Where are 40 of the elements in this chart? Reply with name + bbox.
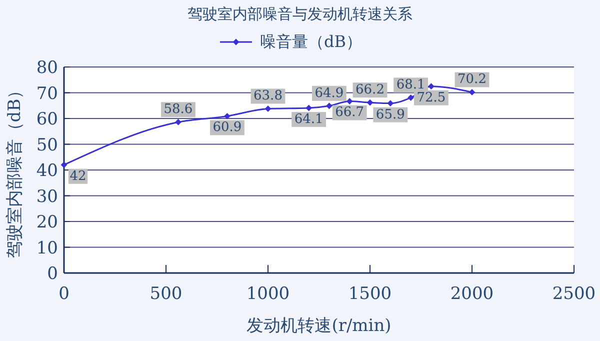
point: [306, 104, 312, 112]
data-label: 64.1: [294, 112, 324, 127]
data-label: 72.5: [416, 90, 446, 106]
x-tick-label: 1500: [348, 284, 392, 304]
point: [366, 99, 374, 106]
x-tick-label: 2000: [450, 284, 494, 304]
data-label: 64.9: [314, 86, 344, 101]
point: [428, 83, 434, 90]
y-axis-title: 驾驶室内部噪音（dB）: [5, 82, 25, 258]
y-tick-label: 30: [36, 186, 58, 207]
point: [346, 98, 353, 104]
x-axis-title: 发动机转速(r/min): [246, 316, 392, 336]
x-tick-label: 500: [150, 284, 182, 304]
y-tick-label: 0: [47, 264, 58, 284]
point: [326, 102, 332, 110]
y-tick-label: 60: [36, 110, 58, 130]
data-label: 58.6: [164, 102, 193, 118]
y-tick-label: 80: [36, 58, 58, 78]
data-label: 66.2: [356, 82, 384, 98]
point: [408, 94, 414, 101]
data-label: 63.8: [254, 88, 282, 104]
data-label: 66.7: [335, 105, 364, 120]
data-label: 65.9: [376, 107, 405, 122]
y-tick-label: 70: [36, 84, 58, 104]
y-tick-label: 20: [36, 212, 58, 232]
data-label: 60.9: [212, 120, 242, 136]
data-label: 68.1: [396, 78, 426, 93]
point: [175, 118, 182, 126]
chart-title: 驾驶室内部噪音与发动机转速关系: [188, 5, 412, 23]
y-tick-label: 40: [36, 161, 58, 181]
legend-label: 噪音量（dB）: [260, 32, 362, 51]
x-tick-label: 1000: [246, 284, 290, 304]
point: [387, 100, 394, 107]
x-tick-label: 2500: [552, 284, 596, 304]
data-label: 70.2: [458, 72, 486, 88]
point: [224, 112, 230, 120]
y-tick-label: 50: [36, 135, 58, 156]
data-label: 42: [70, 168, 86, 184]
point: [60, 162, 68, 168]
y-tick-label: 10: [36, 238, 58, 258]
